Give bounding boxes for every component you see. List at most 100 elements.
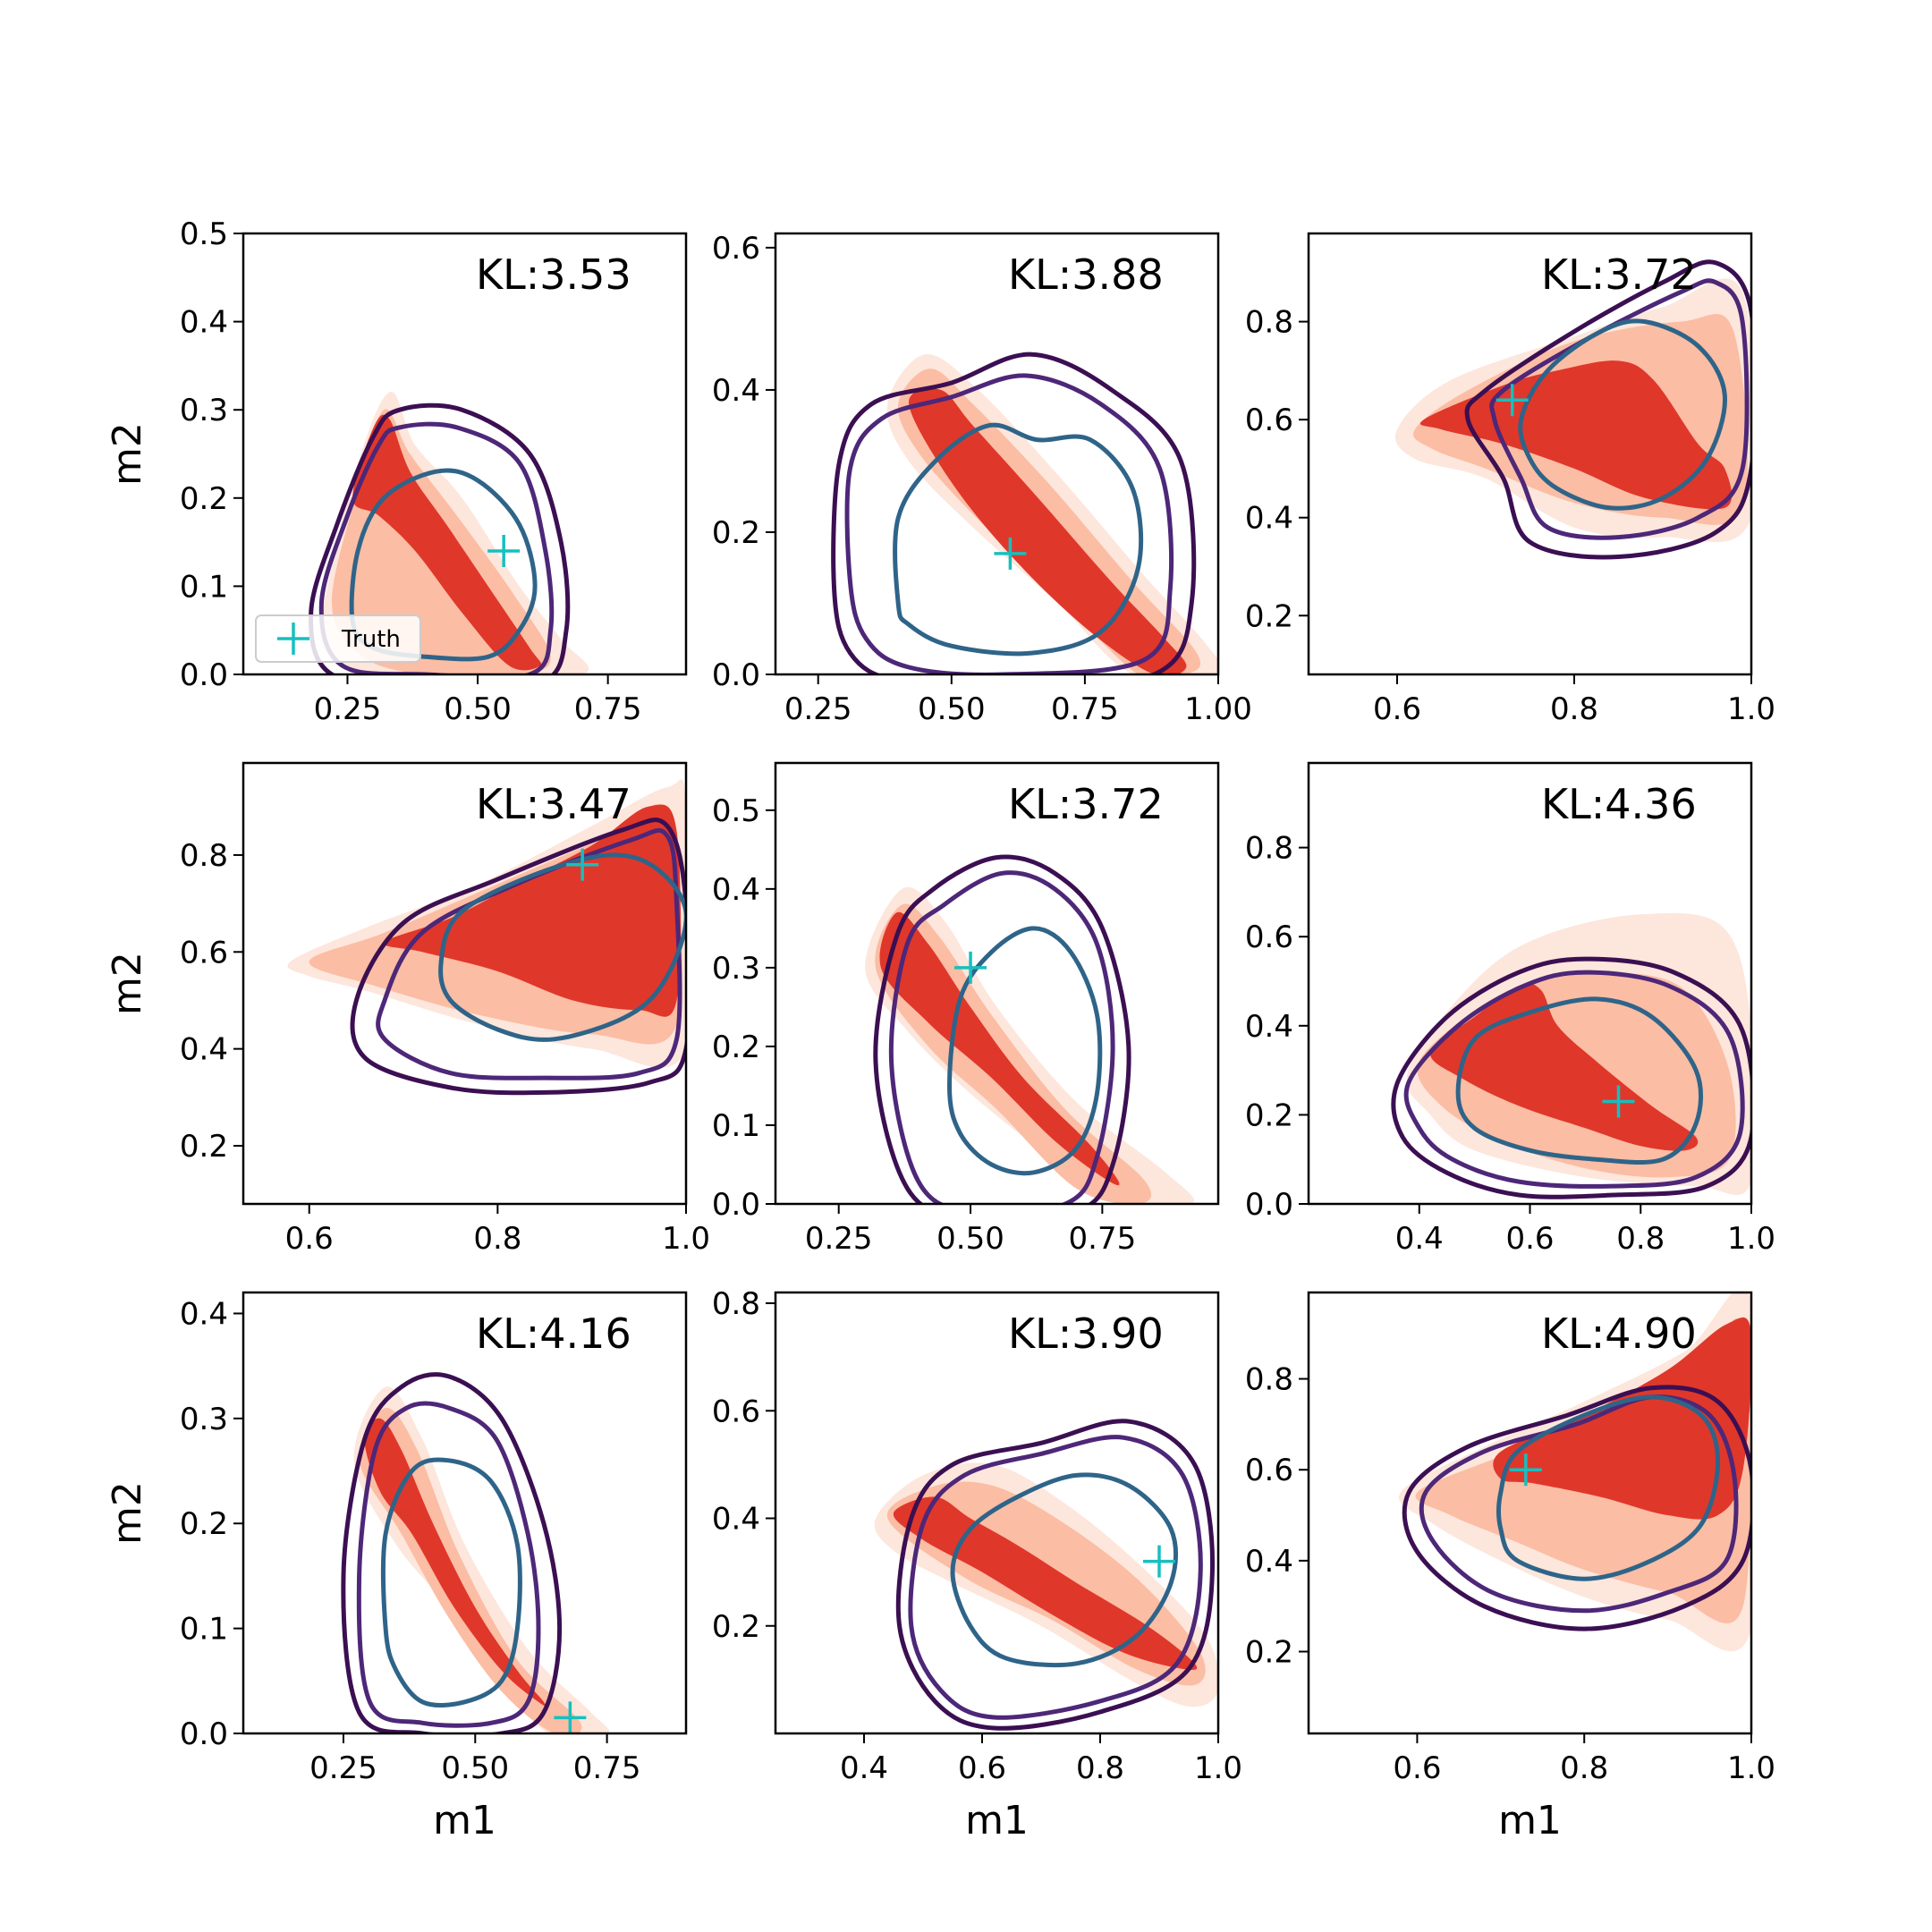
y-tick-label: 0.6 — [1245, 402, 1293, 438]
x-tick-label: 0.25 — [805, 1221, 873, 1257]
x-axis-label: m1 — [965, 1798, 1029, 1843]
y-tick-label: 0.4 — [180, 1032, 228, 1068]
contour-outer — [895, 1419, 1216, 1731]
truth-marker — [994, 537, 1027, 570]
truth-marker — [1602, 1085, 1635, 1118]
y-tick-label: 0.8 — [1245, 831, 1293, 867]
plot-area — [1391, 912, 1751, 1199]
x-tick-label: 0.8 — [1560, 1750, 1608, 1786]
kl-annotation: KL:3.90 — [1008, 1309, 1164, 1358]
y-tick-label: 0.2 — [180, 481, 228, 517]
y-tick-label: 0.8 — [1245, 1362, 1293, 1398]
panel-8: 0.4 0.6 0.8 1.0 0.2 0.4 0.6 0.8 KL:3.90 m1 — [712, 1286, 1242, 1843]
panel-9: 0.6 0.8 1.0 0.2 0.4 0.6 0.8 KL:4.90 m1 — [1245, 1291, 1775, 1843]
contour-mid — [1489, 278, 1750, 540]
plot-area — [1398, 1292, 1751, 1652]
density-fill-inner — [1493, 1317, 1751, 1520]
y-tick-label: 0.3 — [180, 393, 228, 428]
legend-label: Truth — [341, 626, 401, 653]
y-tick-label: 0.6 — [712, 231, 760, 267]
contour-outer — [350, 818, 686, 1096]
y-tick-label: 0.3 — [712, 951, 760, 987]
panel-2: 0.25 0.50 0.75 1.00 0.0 0.2 0.4 0.6 KL:3.88 — [712, 231, 1252, 727]
panel-7: 0.25 0.50 0.75 0.0 0.1 0.2 0.3 0.4 KL:4.16 m2 m1 — [105, 1291, 688, 1843]
kl-annotation: KL:3.72 — [1008, 780, 1164, 828]
axes-frame — [242, 232, 688, 676]
axes-frame — [774, 761, 1220, 1206]
y-tick-label: 0.2 — [1245, 1635, 1293, 1671]
x-tick-label: 1.0 — [1194, 1750, 1242, 1786]
y-tick-label: 0.2 — [1245, 1097, 1293, 1133]
x-tick-label: 0.25 — [309, 1750, 377, 1786]
x-tick-label: 0.50 — [936, 1221, 1004, 1257]
contour-mid — [888, 870, 1115, 1204]
y-tick-label: 0.6 — [1245, 919, 1293, 955]
x-tick-label: 0.50 — [918, 691, 986, 727]
axes-frame — [774, 1291, 1220, 1735]
x-tick-label: 0.50 — [444, 691, 512, 727]
contour-inner — [1496, 1394, 1721, 1581]
kl-annotation: KL:4.90 — [1541, 1309, 1697, 1358]
contour-inner — [946, 926, 1103, 1176]
density-fill-inner — [909, 388, 1187, 674]
y-tick-label: 0.4 — [1245, 1009, 1293, 1045]
truth-marker — [554, 1701, 587, 1734]
plot-area — [874, 1419, 1218, 1731]
y-tick-label: 0.5 — [712, 793, 760, 829]
kl-annotation: KL:3.47 — [476, 780, 631, 828]
x-tick-label: 0.50 — [441, 1750, 509, 1786]
contour-inner — [893, 422, 1144, 657]
x-tick-label: 0.6 — [958, 1750, 1006, 1786]
y-axis-label: m2 — [105, 1481, 150, 1545]
y-axis-label: m2 — [105, 952, 150, 1015]
y-tick-label: 0.1 — [712, 1108, 760, 1144]
x-tick-label: 0.6 — [1393, 1750, 1441, 1786]
y-tick-label: 0.4 — [1245, 1544, 1293, 1580]
contour-inner — [1455, 996, 1704, 1165]
x-tick-label: 0.6 — [1505, 1221, 1554, 1257]
x-tick-label: 0.8 — [1616, 1221, 1665, 1257]
truth-marker — [566, 848, 599, 881]
contour-mid — [908, 1435, 1203, 1720]
y-tick-label: 0.6 — [180, 935, 228, 970]
y-axis-label: m2 — [105, 422, 150, 486]
density-fill-inner — [879, 911, 1120, 1186]
panel-1: 0.25 0.50 0.75 0.0 0.1 0.2 0.3 0.4 0.5 KL:3.53 m2 T… — [105, 216, 688, 727]
contour-inner — [349, 468, 538, 662]
legend-truth-marker — [277, 623, 309, 655]
plot-area — [831, 352, 1218, 674]
y-tick-label: 0.5 — [180, 216, 228, 252]
panel-3: 0.6 0.8 1.0 0.2 0.4 0.6 0.8 KL:3.72 — [1245, 232, 1775, 727]
plot-area — [865, 854, 1194, 1204]
contour-inner — [438, 852, 686, 1042]
contour-mid — [844, 373, 1174, 674]
panel-4: 0.6 0.8 1.0 0.2 0.4 0.6 0.8 KL:3.47 m2 — [105, 761, 710, 1257]
y-tick-label: 0.4 — [1245, 501, 1293, 537]
x-tick-label: 0.75 — [573, 1750, 641, 1786]
x-tick-label: 0.8 — [1550, 691, 1598, 727]
density-fill-inner — [384, 804, 682, 1017]
truth-marker — [487, 534, 521, 567]
y-tick-label: 0.1 — [180, 569, 228, 605]
legend: Truth — [255, 614, 421, 663]
contour-outer — [1464, 259, 1751, 560]
truth-marker — [954, 951, 987, 984]
y-tick-label: 0.6 — [1245, 1453, 1293, 1488]
x-tick-label: 1.0 — [1727, 1750, 1775, 1786]
legend-box — [255, 614, 421, 663]
density-fill-inner — [364, 1418, 546, 1707]
contour-outer — [831, 352, 1197, 674]
x-tick-label: 0.4 — [840, 1750, 888, 1786]
contour-outer — [341, 1372, 563, 1733]
x-tick-label: 1.00 — [1184, 691, 1252, 727]
y-tick-label: 0.8 — [180, 838, 228, 874]
y-tick-label: 0.2 — [712, 1609, 760, 1645]
y-tick-label: 0.3 — [180, 1402, 228, 1437]
y-tick-label: 0.2 — [712, 1030, 760, 1065]
contour-mid — [1403, 970, 1745, 1189]
y-tick-label: 0.8 — [712, 1286, 760, 1322]
y-tick-label: 0.2 — [180, 1129, 228, 1165]
x-axis-label: m1 — [433, 1798, 496, 1843]
x-tick-label: 0.8 — [473, 1221, 521, 1257]
